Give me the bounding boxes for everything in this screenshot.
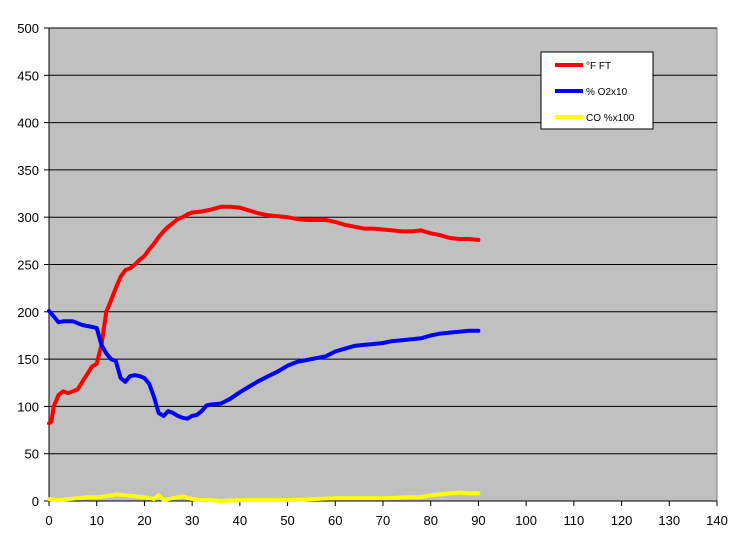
legend-label-f-ft: °F FT: [586, 61, 611, 72]
x-tick-label: 50: [280, 513, 294, 528]
series-line-f-ft: [47, 204, 481, 426]
x-tick-label: 140: [706, 513, 728, 528]
y-tick-label: 50: [25, 447, 39, 462]
x-tick-label: 100: [515, 513, 537, 528]
x-tick-label: 70: [376, 513, 390, 528]
gridlines: [49, 27, 717, 455]
y-tick-label: 400: [17, 116, 39, 131]
y-tick-label: 450: [17, 68, 39, 83]
y-tick-label: 300: [17, 210, 39, 225]
x-tick-label: 20: [137, 513, 151, 528]
legend: °F FT % O2x10 CO %x100: [540, 51, 654, 130]
x-tick-label: 80: [423, 513, 437, 528]
x-tick-label: 60: [328, 513, 342, 528]
y-tick-label: 350: [17, 163, 39, 178]
y-tick-label: 150: [17, 352, 39, 367]
series-lines: [47, 204, 481, 503]
y-tick-label: 500: [17, 21, 39, 36]
y-tick-label: 200: [17, 305, 39, 320]
x-tick-label: 90: [471, 513, 485, 528]
x-tick-label: 30: [185, 513, 199, 528]
y-tick-label: 250: [17, 258, 39, 273]
x-tick-label: 110: [563, 513, 584, 528]
y-axis-tick-labels: 0 50 100 150 200 250 300 350 400 450 500: [17, 21, 39, 509]
x-tick-label: 10: [89, 513, 103, 528]
series-line-co-x100: [47, 490, 481, 503]
y-tick-label: 100: [17, 399, 39, 414]
axes: [44, 27, 718, 506]
x-tick-label: 130: [658, 513, 680, 528]
legend-label-co-x100: CO %x100: [586, 113, 635, 124]
x-tick-label: 40: [233, 513, 247, 528]
y-tick-label: 0: [32, 494, 39, 509]
x-tick-label: 120: [611, 513, 633, 528]
series-line-o2x10: [47, 308, 481, 421]
x-tick-label: 0: [45, 513, 52, 528]
legend-label-o2x10: % O2x10: [586, 87, 628, 98]
x-axis-tick-labels: 0 10 20 30 40 50 60 70 80 90 100 110 120 130 140: [45, 513, 727, 528]
